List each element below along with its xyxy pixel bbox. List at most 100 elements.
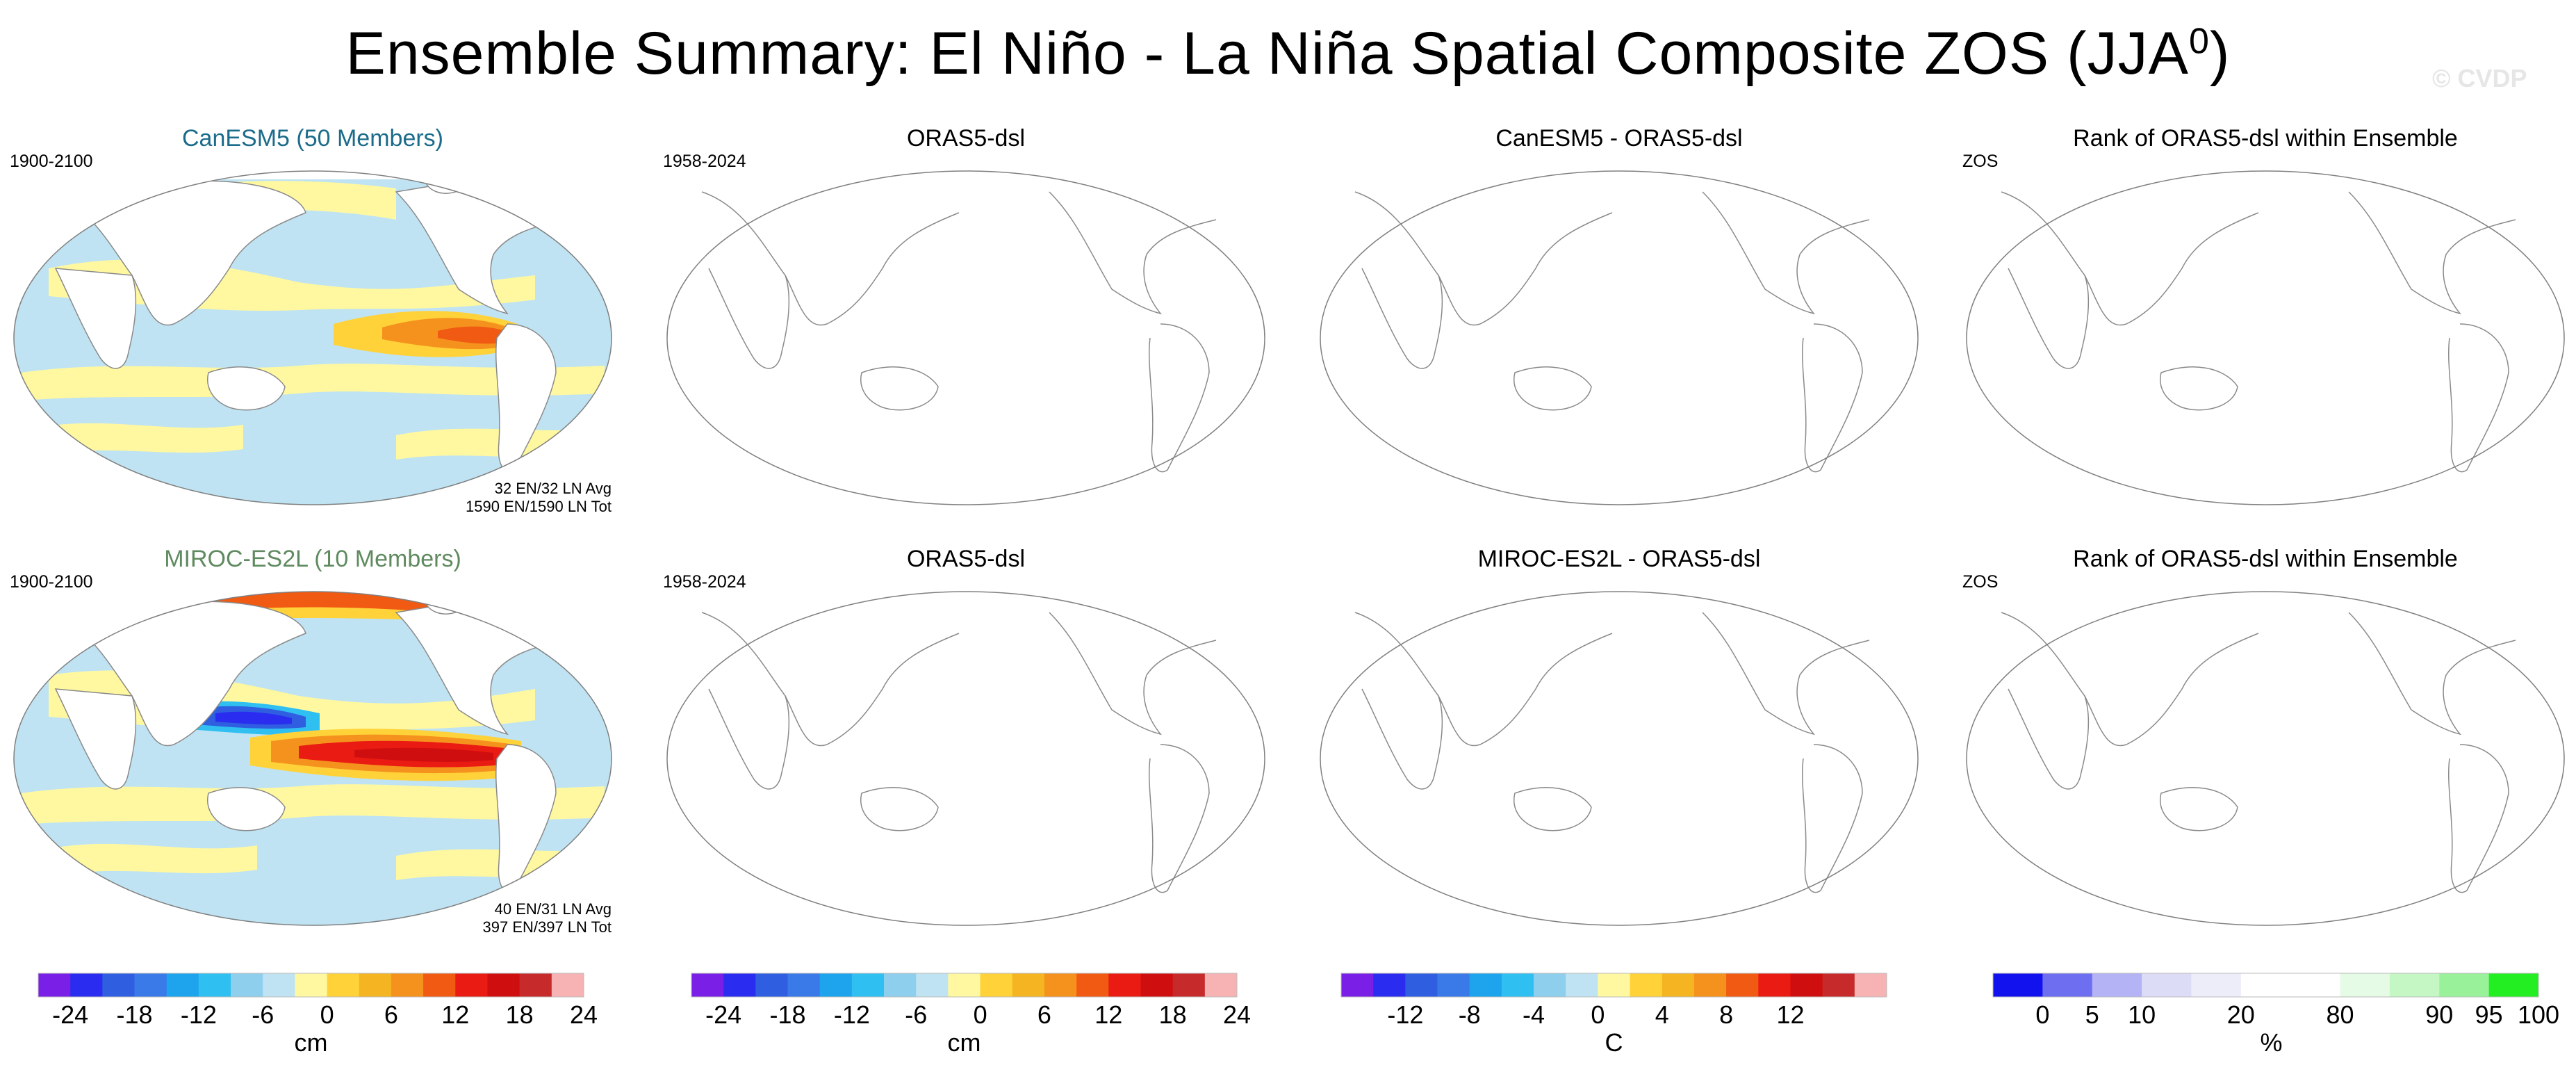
- colorbar-swatch: [819, 973, 853, 997]
- colorbar-swatch: [1598, 973, 1631, 997]
- colorbar-tick-label: 90: [2425, 1000, 2453, 1029]
- stats-avg: 40 EN/31 LN Avg: [494, 900, 612, 918]
- colorbar-tick-label: 6: [1037, 1000, 1051, 1029]
- colorbar-swatch: [1108, 973, 1141, 997]
- title-superscript: 0: [2188, 21, 2210, 62]
- colorbar-swatch: [787, 973, 821, 997]
- colorbar-swatch: [2092, 973, 2142, 997]
- map-diff-empty: [1320, 591, 1919, 926]
- panel-diff-row2: MIROC-ES2L - ORAS5-dsl: [1313, 546, 1925, 935]
- colorbar-tick-label: 0: [2035, 1000, 2049, 1029]
- colorbar-tick-label: -12: [1387, 1000, 1423, 1029]
- colorbar-border: [1340, 973, 1887, 998]
- colorbar-tick-label: -24: [52, 1000, 88, 1029]
- map-oras5-empty: [666, 170, 1265, 505]
- colorbar-swatch: [551, 973, 584, 997]
- map-rank-empty: [1966, 591, 2565, 926]
- rank-title: Rank of ORAS5-dsl within Ensemble: [2073, 546, 2458, 572]
- colorbar-tick-label: 4: [1655, 1000, 1669, 1029]
- colorbar-swatch: [2290, 973, 2341, 997]
- stats-avg: 32 EN/32 LN Avg: [494, 480, 612, 497]
- colorbar-tick-label: -4: [1523, 1000, 1545, 1029]
- colorbar-swatch: [2042, 973, 2093, 997]
- colorbar-border: [38, 973, 584, 998]
- colorbar-swatch: [2240, 973, 2291, 997]
- colorbar-swatch: [1341, 973, 1374, 997]
- colorbar-swatch: [2439, 973, 2490, 997]
- title-main: Ensemble Summary: El Niño - La Niña Spat…: [345, 20, 2189, 87]
- colorbar-swatch: [455, 973, 488, 997]
- colorbar-model: -24 -18 -12 -6 0 6 12 18 24 cm: [38, 973, 598, 1057]
- rank-var: ZOS: [1962, 572, 1999, 592]
- colorbar-tick-label: -6: [252, 1000, 274, 1029]
- colorbar-tick-label: 12: [1776, 1000, 1804, 1029]
- map-canesm5-composite: [13, 170, 612, 505]
- obs-title: ORAS5-dsl: [906, 546, 1026, 572]
- colorbar-swatch: [916, 973, 949, 997]
- colorbar-svg: -24 -18 -12 -6 0 6 12 18 24 cm: [38, 973, 598, 1057]
- colorbar-swatch: [166, 973, 199, 997]
- panel-model-row2: MIROC-ES2L (10 Members) 1900-2100: [7, 546, 618, 936]
- colorbar-swatch: [884, 973, 917, 997]
- colorbar-border: [691, 973, 1238, 998]
- colorbar-swatch: [2389, 973, 2440, 997]
- colorbar-swatch: [198, 973, 231, 997]
- colorbar-swatch: [1469, 973, 1502, 997]
- colorbar-swatch: [1012, 973, 1045, 997]
- panel-rank-row1: Rank of ORAS5-dsl within Ensemble ZOS: [1960, 125, 2571, 514]
- colorbar-swatch: [1534, 973, 1566, 997]
- colorbar-unit: C: [1605, 1028, 1623, 1057]
- model-title: CanESM5 (50 Members): [181, 125, 443, 152]
- colorbar-tick-label: 24: [1223, 1000, 1251, 1029]
- diff-title: CanESM5 - ORAS5-dsl: [1495, 125, 1743, 152]
- colorbar-tick-label: 95: [2475, 1000, 2503, 1029]
- colorbar-swatch: [691, 973, 724, 997]
- panel-obs-row2: ORAS5-dsl 1958-2024: [660, 546, 1272, 935]
- colorbar-swatch: [134, 973, 167, 997]
- figure-title: Ensemble Summary: El Niño - La Niña Spat…: [0, 19, 2576, 88]
- colorbar-swatch: [70, 973, 103, 997]
- colorbar-swatch: [423, 973, 456, 997]
- colorbar-swatch: [38, 973, 71, 997]
- colorbar-diff: -12 -8 -4 0 4 8 12 C: [1340, 973, 1897, 1057]
- colorbar-swatch: [1566, 973, 1598, 997]
- panel-obs-row1: ORAS5-dsl 1958-2024: [660, 125, 1272, 514]
- colorbar-swatch: [1076, 973, 1109, 997]
- colorbar-tick-label: 18: [1159, 1000, 1187, 1029]
- colorbar-svg: -24 -18 -12 -6 0 6 12 18 24 cm: [691, 973, 1251, 1057]
- colorbar-swatch: [1373, 973, 1406, 997]
- colorbar-tick-label: 20: [2227, 1000, 2255, 1029]
- colorbar-unit: cm: [295, 1028, 328, 1057]
- colorbar-unit: %: [2260, 1028, 2282, 1057]
- colorbar-swatch: [263, 973, 295, 997]
- stats-total: 397 EN/397 LN Tot: [482, 918, 612, 936]
- diff-title: MIROC-ES2L - ORAS5-dsl: [1477, 546, 1761, 572]
- colorbar-swatch: [327, 973, 360, 997]
- panel-model-row1: CanESM5 (50 Members) 1900-2100 32 EN/32 …: [7, 125, 618, 516]
- colorbar-tick-label: 8: [1719, 1000, 1733, 1029]
- colorbar-tick-label: 0: [974, 1000, 987, 1029]
- colorbar-swatch: [980, 973, 1013, 997]
- colorbar-tick-label: 80: [2327, 1000, 2354, 1029]
- colorbar-swatch: [1993, 973, 2043, 997]
- model-title: MIROC-ES2L (10 Members): [164, 546, 461, 572]
- colorbar-swatch: [1790, 973, 1823, 997]
- map-oras5-empty: [666, 591, 1265, 926]
- colorbar-swatch: [1140, 973, 1174, 997]
- colorbar-tick-label: 10: [2128, 1000, 2156, 1029]
- model-period: 1900-2100: [10, 572, 93, 592]
- colorbar-tick-label: 12: [1094, 1000, 1122, 1029]
- colorbar-swatch: [1172, 973, 1206, 997]
- colorbar-swatch: [391, 973, 424, 997]
- map-diff-empty: [1320, 170, 1919, 505]
- colorbar-swatch: [487, 973, 520, 997]
- colorbar-border: [1992, 973, 2539, 998]
- colorbar-tick-label: 12: [441, 1000, 469, 1029]
- colorbar-swatch: [1044, 973, 1077, 997]
- colorbar-tick-label: 0: [320, 1000, 334, 1029]
- colorbar-swatch: [851, 973, 885, 997]
- colorbar-tick-label: 5: [2085, 1000, 2099, 1029]
- colorbar-tick-label: -18: [117, 1000, 153, 1029]
- stats-block: 40 EN/31 LN Avg 397 EN/397 LN Tot: [483, 900, 612, 936]
- stats-block: 32 EN/32 LN Avg 1590 EN/1590 LN Tot: [466, 480, 612, 516]
